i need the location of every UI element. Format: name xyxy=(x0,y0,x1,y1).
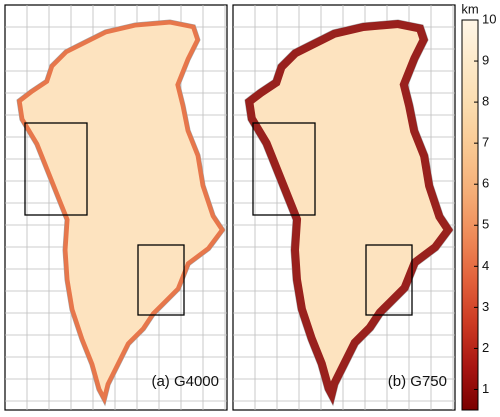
panel-label: (a) G4000 xyxy=(151,373,219,390)
tick-label: 3 xyxy=(482,299,489,314)
colorbar-label: km xyxy=(461,1,478,16)
tick-label: 6 xyxy=(482,176,489,191)
colorbar xyxy=(461,19,479,411)
tick-label: 10 xyxy=(482,11,496,26)
region-box xyxy=(137,244,185,316)
region-box xyxy=(252,122,316,216)
tick-label: 8 xyxy=(482,94,489,109)
region-box xyxy=(365,244,413,316)
panel-label: (b) G750 xyxy=(388,373,447,390)
tick-label: 7 xyxy=(482,135,489,150)
map-panel: (b) G750 xyxy=(232,4,456,411)
tick-label: 5 xyxy=(482,217,489,232)
tick-label: 4 xyxy=(482,258,489,273)
tick-label: 2 xyxy=(482,340,489,355)
tick-label: 1 xyxy=(482,381,489,396)
map-panel: (a) G4000 xyxy=(4,4,228,411)
region-box xyxy=(24,122,88,216)
tick-label: 9 xyxy=(482,52,489,67)
